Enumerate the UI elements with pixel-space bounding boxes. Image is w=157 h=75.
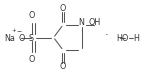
Text: O: O [18,34,24,43]
Text: H: H [134,34,139,43]
Text: Na: Na [4,34,15,43]
Text: +: + [11,28,16,33]
Text: O: O [60,62,66,71]
Text: O: O [28,11,34,20]
Text: O: O [122,34,128,43]
Text: S: S [29,34,34,43]
Text: ·: · [105,30,109,40]
Text: −: − [17,28,22,33]
Text: H: H [116,34,122,43]
Text: O: O [60,4,66,13]
Text: OH: OH [88,18,100,27]
Text: O: O [28,55,34,64]
Text: N: N [79,18,85,27]
